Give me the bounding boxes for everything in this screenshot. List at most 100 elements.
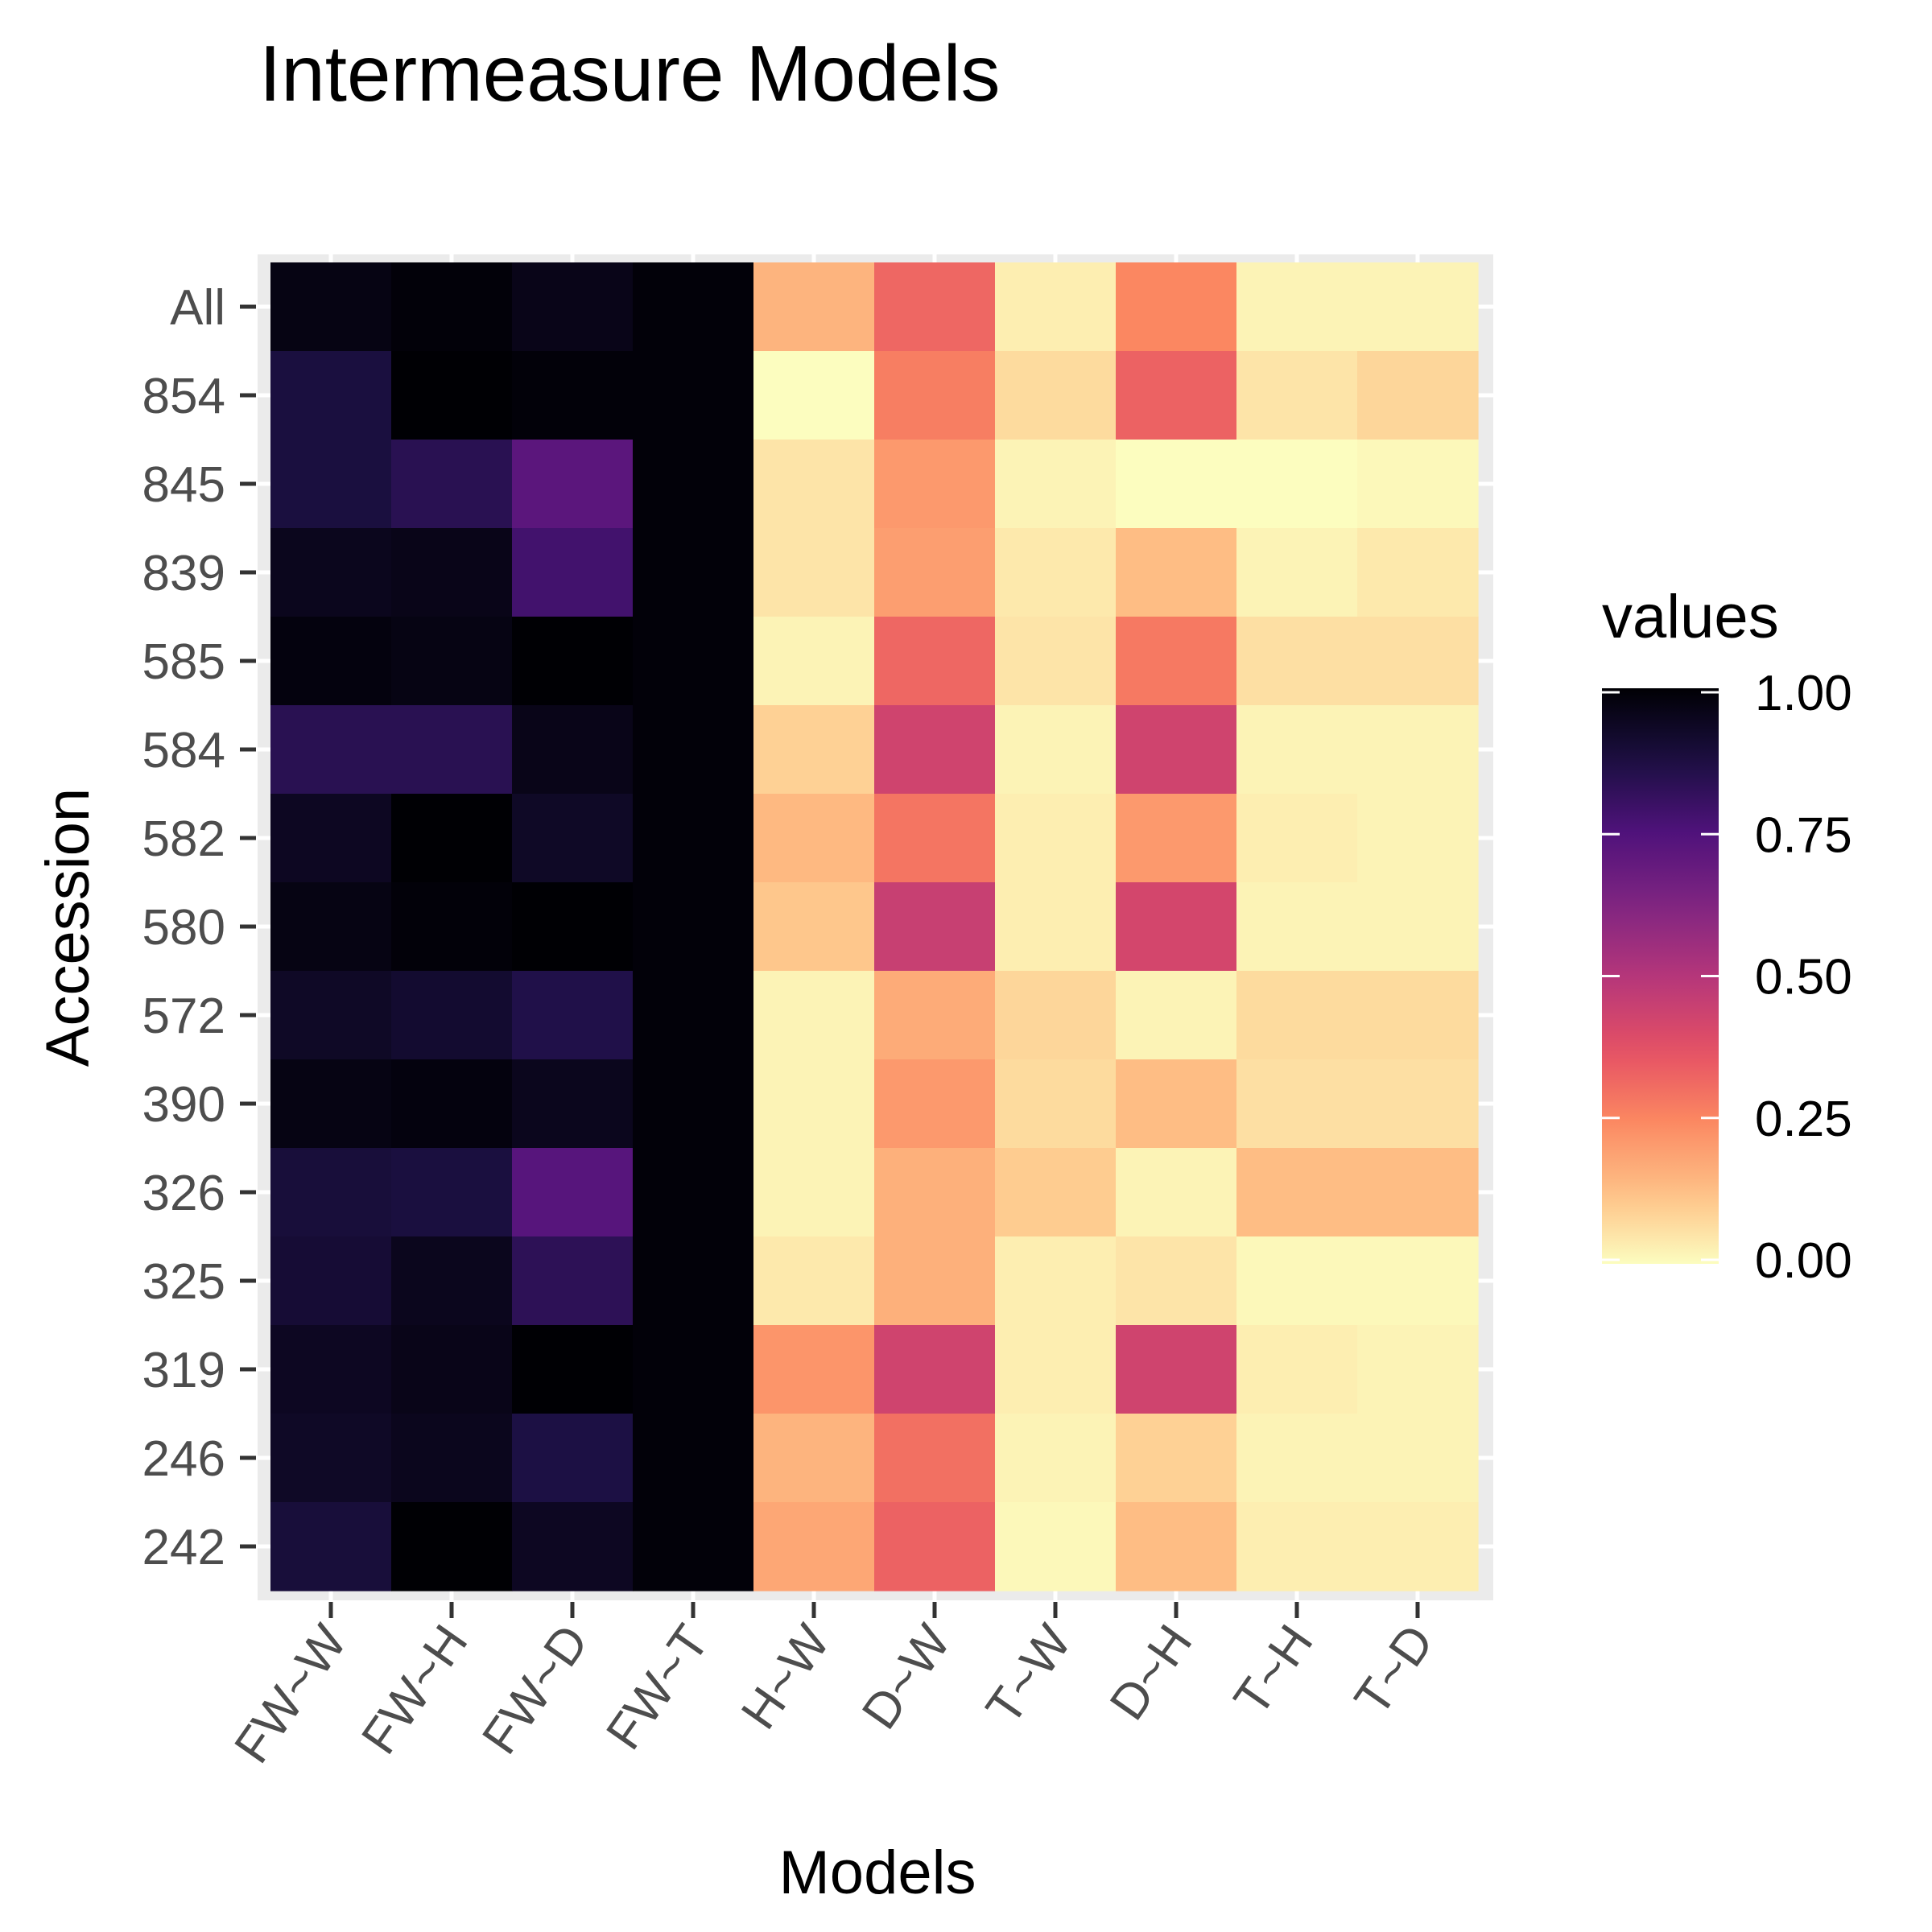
legend-tick-label: 0.75 [1755, 807, 1852, 863]
heatmap-cell [633, 1148, 754, 1237]
x-tick-label: T~H [1224, 1615, 1324, 1725]
heatmap-cell [633, 262, 754, 352]
x-tick-label: FW~D [472, 1615, 599, 1764]
heatmap-cell [874, 705, 996, 795]
heatmap-cell [391, 1236, 513, 1326]
heatmap-cell [753, 351, 875, 440]
heatmap-cell [753, 1059, 875, 1149]
x-tick-label: FW~W [224, 1615, 357, 1773]
heatmap-cell [391, 882, 513, 972]
heatmap-cell [1236, 1236, 1358, 1326]
heatmap-cell [995, 1414, 1117, 1503]
heatmap-cell [391, 705, 513, 795]
heatmap-cell [1236, 705, 1358, 795]
y-tick-label: 325 [142, 1254, 225, 1310]
heatmap-cell [874, 1502, 996, 1591]
legend-tick-label: 0.50 [1755, 950, 1852, 1005]
heatmap-cell [1236, 1502, 1358, 1591]
heatmap-cell [512, 705, 634, 795]
heatmap-cell [753, 1325, 875, 1414]
x-tick-label: T~D [1344, 1615, 1445, 1725]
heatmap-cell [391, 971, 513, 1060]
heatmap-cell [1357, 528, 1479, 617]
heatmap-cell [874, 1059, 996, 1149]
heatmap-cell [1116, 882, 1237, 972]
heatmap-cell [1357, 351, 1479, 440]
heatmap-cell [270, 1236, 392, 1326]
legend-tick-label: 0.00 [1755, 1233, 1852, 1289]
heatmap-cell [753, 617, 875, 706]
heatmap-cell [512, 440, 634, 529]
heatmap-cell [1357, 1236, 1479, 1326]
heatmap-cell [1116, 1148, 1237, 1237]
heatmap-cell [270, 1059, 392, 1149]
heatmap-cell [995, 705, 1117, 795]
x-tick-label: FW~T [596, 1615, 720, 1759]
heatmap-cell [633, 1059, 754, 1149]
y-tick-label: 839 [142, 546, 225, 601]
heatmap-cell [512, 1148, 634, 1237]
heatmap-cell [270, 1414, 392, 1503]
y-tick-label: 585 [142, 634, 225, 690]
heatmap-cell [391, 617, 513, 706]
y-tick-label: 319 [142, 1343, 225, 1398]
heatmap-cell [874, 440, 996, 529]
heatmap-cell [874, 1236, 996, 1326]
heatmap-cell [633, 617, 754, 706]
heatmap-cell [270, 1325, 392, 1414]
heatmap-cell [753, 528, 875, 617]
chart-title: Intermeasure Models [259, 29, 1001, 118]
heatmap-cell [1236, 262, 1358, 352]
heatmap-cell [1357, 1414, 1479, 1503]
heatmap-cell [270, 1148, 392, 1237]
heatmap-cell [391, 1148, 513, 1237]
heatmap-cell [753, 794, 875, 883]
heatmap-cell [1116, 1236, 1237, 1326]
heatmap-cell [753, 1414, 875, 1503]
heatmap-cell [391, 440, 513, 529]
heatmap-cell [874, 1414, 996, 1503]
heatmap-cell [512, 528, 634, 617]
heatmap-cell [512, 262, 634, 352]
heatmap-cell [1357, 617, 1479, 706]
heatmap-cell [1236, 351, 1358, 440]
heatmap-cell [1357, 1148, 1479, 1237]
heatmap-cell [1357, 882, 1479, 972]
x-tick-label: D~W [852, 1615, 962, 1739]
x-tick-label: H~W [731, 1615, 841, 1739]
heatmap-cell [391, 262, 513, 352]
heatmap-cell [1236, 1414, 1358, 1503]
heatmap-cell [753, 971, 875, 1060]
heatmap-cell [874, 1148, 996, 1237]
heatmap-cell [1116, 1414, 1237, 1503]
heatmap-cells [270, 262, 1479, 1591]
heatmap-cell [1116, 440, 1237, 529]
heatmap-cell [1116, 1502, 1237, 1591]
heatmap-cell [391, 1325, 513, 1414]
heatmap-cell [633, 1325, 754, 1414]
y-tick-label: 845 [142, 457, 225, 513]
heatmap-cell [633, 440, 754, 529]
y-tick-label: 582 [142, 811, 225, 867]
heatmap-cell [1357, 705, 1479, 795]
heatmap-cell [633, 705, 754, 795]
legend: values 0.00 0.25 0.50 0.75 1.00 [1602, 583, 1852, 1289]
heatmap-cell [1116, 971, 1237, 1060]
heatmap-cell [1116, 351, 1237, 440]
heatmap-cell [1236, 440, 1358, 529]
heatmap-cell [1116, 705, 1237, 795]
heatmap-cell [633, 528, 754, 617]
y-tick-label: 580 [142, 900, 225, 956]
heatmap-cell [753, 1148, 875, 1237]
heatmap-cell [874, 794, 996, 883]
heatmap-cell [874, 351, 996, 440]
y-tick-label: All [170, 280, 225, 336]
heatmap-cell [995, 794, 1117, 883]
heatmap-cell [995, 882, 1117, 972]
heatmap-cell [874, 882, 996, 972]
heatmap-cell [270, 971, 392, 1060]
heatmap-cell [512, 1236, 634, 1326]
y-tick-label: 390 [142, 1077, 225, 1133]
heatmap-cell [1357, 440, 1479, 529]
